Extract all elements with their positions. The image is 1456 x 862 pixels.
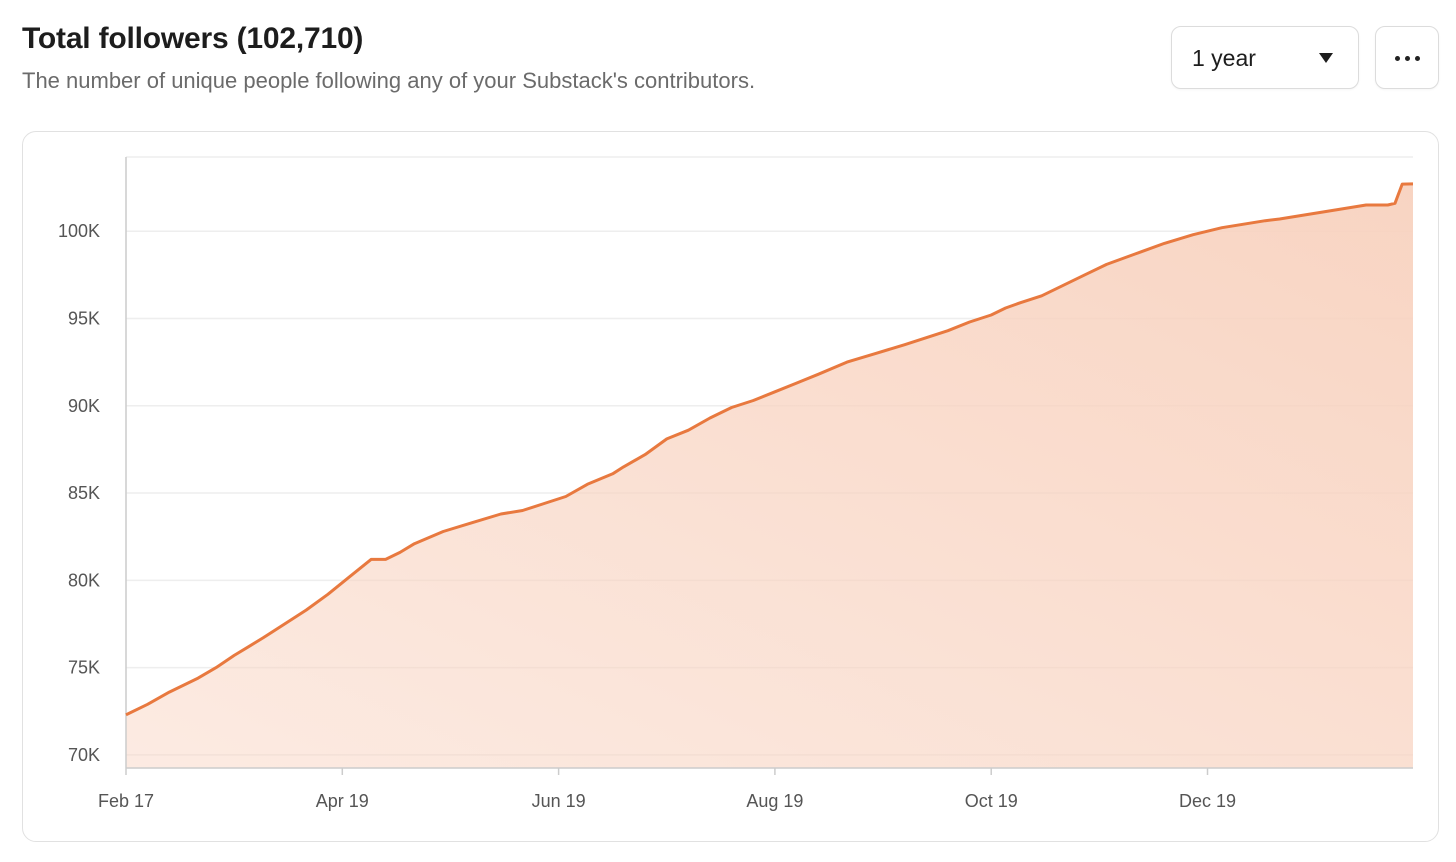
y-tick-label: 80K [68, 570, 100, 590]
x-tick-label: Dec 19 [1179, 791, 1236, 811]
series-area [126, 183, 1413, 768]
x-tick-label: Jun 19 [532, 791, 586, 811]
time-range-select[interactable]: 1 year [1171, 26, 1359, 89]
x-tick-label: Oct 19 [965, 791, 1018, 811]
y-tick-label: 85K [68, 483, 100, 503]
series-line [125, 182, 1414, 717]
y-tick-label: 90K [68, 396, 100, 416]
page-title: Total followers (102,710) [22, 22, 364, 55]
y-tick-label: 100K [58, 221, 100, 241]
x-tick-label: Feb 17 [98, 791, 154, 811]
caret-down-icon [1319, 53, 1333, 63]
page-subtitle: The number of unique people following an… [22, 68, 756, 93]
more-options-button[interactable] [1375, 26, 1439, 89]
y-tick-label: 95K [68, 308, 100, 328]
x-tick-label: Aug 19 [746, 791, 803, 811]
x-tick-label: Apr 19 [316, 791, 369, 811]
y-tick-label: 75K [68, 658, 100, 678]
time-range-label: 1 year [1192, 45, 1256, 71]
y-tick-label: 70K [68, 745, 100, 765]
